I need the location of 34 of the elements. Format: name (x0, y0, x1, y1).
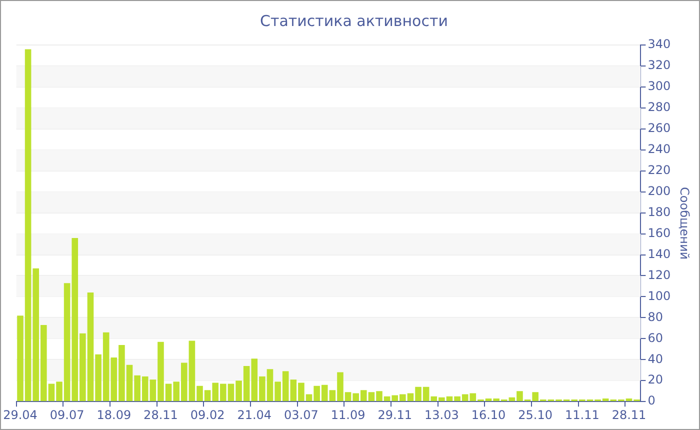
y-tick-label: 40 (648, 352, 663, 366)
y-tick-label: 160 (648, 226, 671, 240)
y-tick-label: 320 (648, 58, 671, 72)
x-tick-label: 11.09 (330, 408, 366, 422)
y-tick-label: 0 (648, 394, 656, 408)
x-tick-label: 16.10 (471, 408, 506, 422)
x-tick-label: 03.07 (284, 408, 318, 422)
y-tick-label: 240 (648, 142, 671, 156)
x-tick-label: 21.04 (237, 408, 272, 422)
y-tick-label: 100 (648, 288, 671, 303)
x-tick-label: 29.04 (3, 408, 38, 422)
x-tick-label: 29.11 (378, 408, 412, 422)
x-tick-label: 09.07 (50, 408, 84, 422)
x-tick-label: 18.09 (96, 408, 132, 422)
y-tick-label: 260 (648, 121, 671, 136)
x-tick-label: 09.02 (190, 408, 225, 422)
y-tick-label: 300 (648, 79, 671, 94)
y-tick-label: 60 (648, 330, 663, 345)
chart-title: Статистика активности (260, 12, 448, 30)
y-tick-label: 200 (648, 184, 671, 198)
x-tick-label: 28.11 (612, 408, 646, 422)
y-tick-label: 280 (648, 100, 671, 114)
y-tick-label: 80 (648, 310, 663, 324)
x-tick-label: 13.03 (424, 408, 459, 422)
y-tick-label: 140 (648, 246, 671, 261)
x-tick-label: 11.11 (564, 408, 600, 422)
x-tick-label: 25.10 (518, 408, 553, 422)
x-tick-label: 28.11 (144, 408, 178, 422)
y-tick-label: 120 (648, 268, 671, 282)
y-axis-title: Сообщений (678, 187, 692, 260)
y-tick-label: 180 (648, 204, 671, 219)
y-tick-label: 20 (648, 372, 663, 387)
y-tick-label: 220 (648, 162, 671, 177)
y-tick-label: 340 (648, 37, 671, 52)
